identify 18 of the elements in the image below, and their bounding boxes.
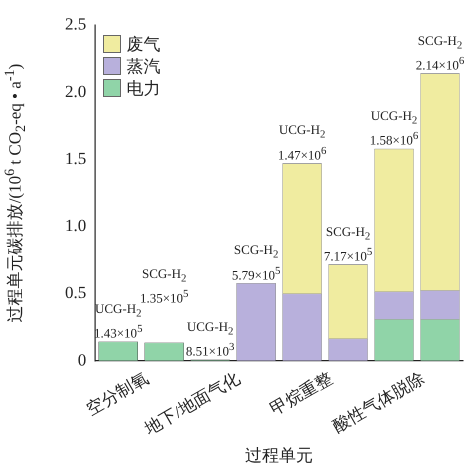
y-tick-label: 1.5 — [65, 148, 86, 168]
legend-label: 电力 — [126, 78, 160, 100]
y-tick-label: 0.5 — [65, 283, 86, 302]
y-tick-label: 2.5 — [65, 14, 86, 34]
y-tick-label: 0 — [78, 350, 86, 370]
total-label: UCG-H$_{2}$ 8.51×10$^{3}$ — [184, 318, 236, 360]
x-tick-label: 空分制氧 — [82, 368, 152, 419]
legend-label: 蒸汽 — [126, 56, 160, 78]
total-label: SCG-H$_{2}$ 5.79×10$^{5}$ — [230, 242, 282, 283]
total-label: UCG-H$_{2}$ 1.47×10$^{6}$ — [276, 122, 328, 164]
total-label: SCG-H$_{2}$ 7.17×10$^{5}$ — [322, 224, 374, 264]
x-tick-label: 甲烷重整 — [266, 368, 336, 419]
legend-label: 废气 — [126, 34, 160, 56]
total-label: UCG-H$_{2}$ 1.58×10$^{6}$ — [368, 108, 420, 149]
y-tick-label: 2.0 — [65, 82, 86, 101]
x-axis-title: 过程单元 — [245, 445, 314, 467]
total-label: SCG-H$_{2}$ 2.14×10$^{6}$ — [414, 32, 466, 74]
y-tick-label: 1.0 — [65, 216, 86, 236]
